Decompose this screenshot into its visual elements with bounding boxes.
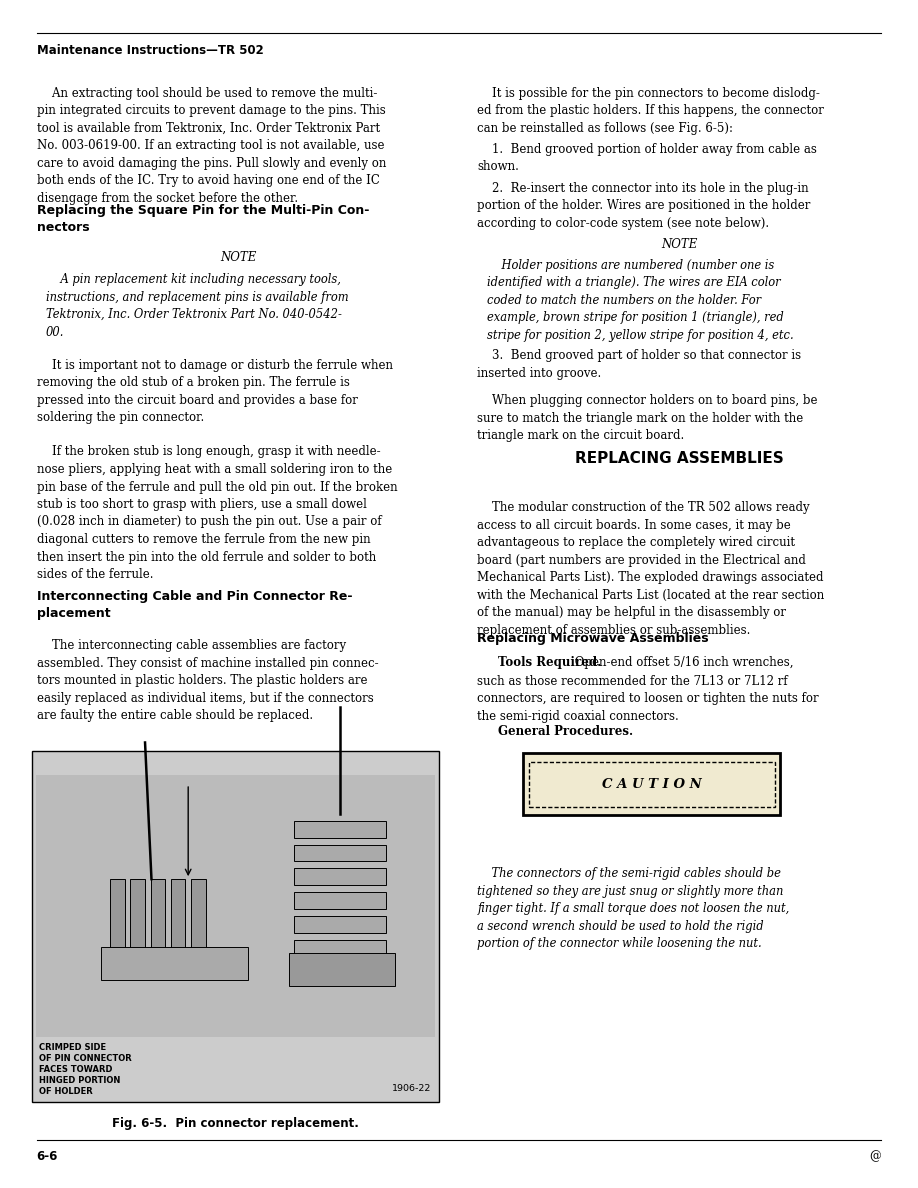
Text: Maintenance Instructions—TR 502: Maintenance Instructions—TR 502 [37,44,263,57]
FancyBboxPatch shape [294,868,386,885]
Text: An extracting tool should be used to remove the multi-
pin integrated circuits t: An extracting tool should be used to rem… [37,87,386,204]
FancyBboxPatch shape [191,879,206,950]
FancyBboxPatch shape [294,892,386,909]
Text: NOTE: NOTE [661,238,698,251]
Text: C A U T I O N: C A U T I O N [602,778,701,790]
Text: Replacing the Square Pin for the Multi-Pin Con-
nectors: Replacing the Square Pin for the Multi-P… [37,204,369,234]
Text: 2.  Re-insert the connector into its hole in the plug-in
portion of the holder. : 2. Re-insert the connector into its hole… [477,182,811,229]
FancyBboxPatch shape [294,940,386,956]
Text: Replacing Microwave Assemblies: Replacing Microwave Assemblies [477,632,709,645]
Text: The connectors of the semi-rigid cables should be
tightened so they are just snu: The connectors of the semi-rigid cables … [477,867,789,950]
Text: When plugging connector holders on to board pins, be
sure to match the triangle : When plugging connector holders on to bo… [477,394,818,442]
FancyBboxPatch shape [294,845,386,861]
Text: A pin replacement kit including necessary tools,
instructions, and replacement p: A pin replacement kit including necessar… [46,273,349,339]
Text: It is important not to damage or disturb the ferrule when
removing the old stub : It is important not to damage or disturb… [37,359,393,424]
FancyBboxPatch shape [294,916,386,933]
Text: 1.  Bend grooved portion of holder away from cable as
shown.: 1. Bend grooved portion of holder away f… [477,143,817,173]
FancyBboxPatch shape [171,879,185,950]
FancyBboxPatch shape [289,953,395,986]
Text: The interconnecting cable assemblies are factory
assembled. They consist of mach: The interconnecting cable assemblies are… [37,639,378,722]
FancyBboxPatch shape [101,947,248,980]
FancyBboxPatch shape [130,879,145,950]
Text: REPLACING ASSEMBLIES: REPLACING ASSEMBLIES [575,451,784,467]
Text: 3.  Bend grooved part of holder so that connector is
inserted into groove.: 3. Bend grooved part of holder so that c… [477,349,801,380]
FancyBboxPatch shape [36,775,435,1037]
Text: Open-end offset 5/16 inch wrenches,: Open-end offset 5/16 inch wrenches, [571,656,793,669]
Text: @: @ [869,1150,881,1163]
Text: NOTE: NOTE [220,251,257,264]
Text: 1906-22: 1906-22 [392,1083,431,1093]
Text: It is possible for the pin connectors to become dislodg-
ed from the plastic hol: It is possible for the pin connectors to… [477,87,824,134]
FancyBboxPatch shape [523,753,780,815]
Text: CRIMPED SIDE
OF PIN CONNECTOR
FACES TOWARD
HINGED PORTION
OF HOLDER: CRIMPED SIDE OF PIN CONNECTOR FACES TOWA… [39,1043,132,1097]
Text: The modular construction of the TR 502 allows ready
access to all circuit boards: The modular construction of the TR 502 a… [477,501,824,637]
FancyBboxPatch shape [151,879,165,950]
Text: Fig. 6-5.  Pin connector replacement.: Fig. 6-5. Pin connector replacement. [112,1117,359,1130]
Text: 6-6: 6-6 [37,1150,58,1163]
FancyBboxPatch shape [110,879,125,950]
FancyBboxPatch shape [294,821,386,838]
FancyBboxPatch shape [32,751,439,1102]
Text: General Procedures.: General Procedures. [498,725,633,738]
Text: Holder positions are numbered (number one is
identified with a triangle). The wi: Holder positions are numbered (number on… [487,259,793,342]
Text: such as those recommended for the 7L13 or 7L12 rf
connectors, are required to lo: such as those recommended for the 7L13 o… [477,675,819,722]
Text: If the broken stub is long enough, grasp it with needle-
nose pliers, applying h: If the broken stub is long enough, grasp… [37,446,397,581]
Text: Interconnecting Cable and Pin Connector Re-
placement: Interconnecting Cable and Pin Connector … [37,590,353,620]
Text: Tools Required.: Tools Required. [498,656,600,669]
